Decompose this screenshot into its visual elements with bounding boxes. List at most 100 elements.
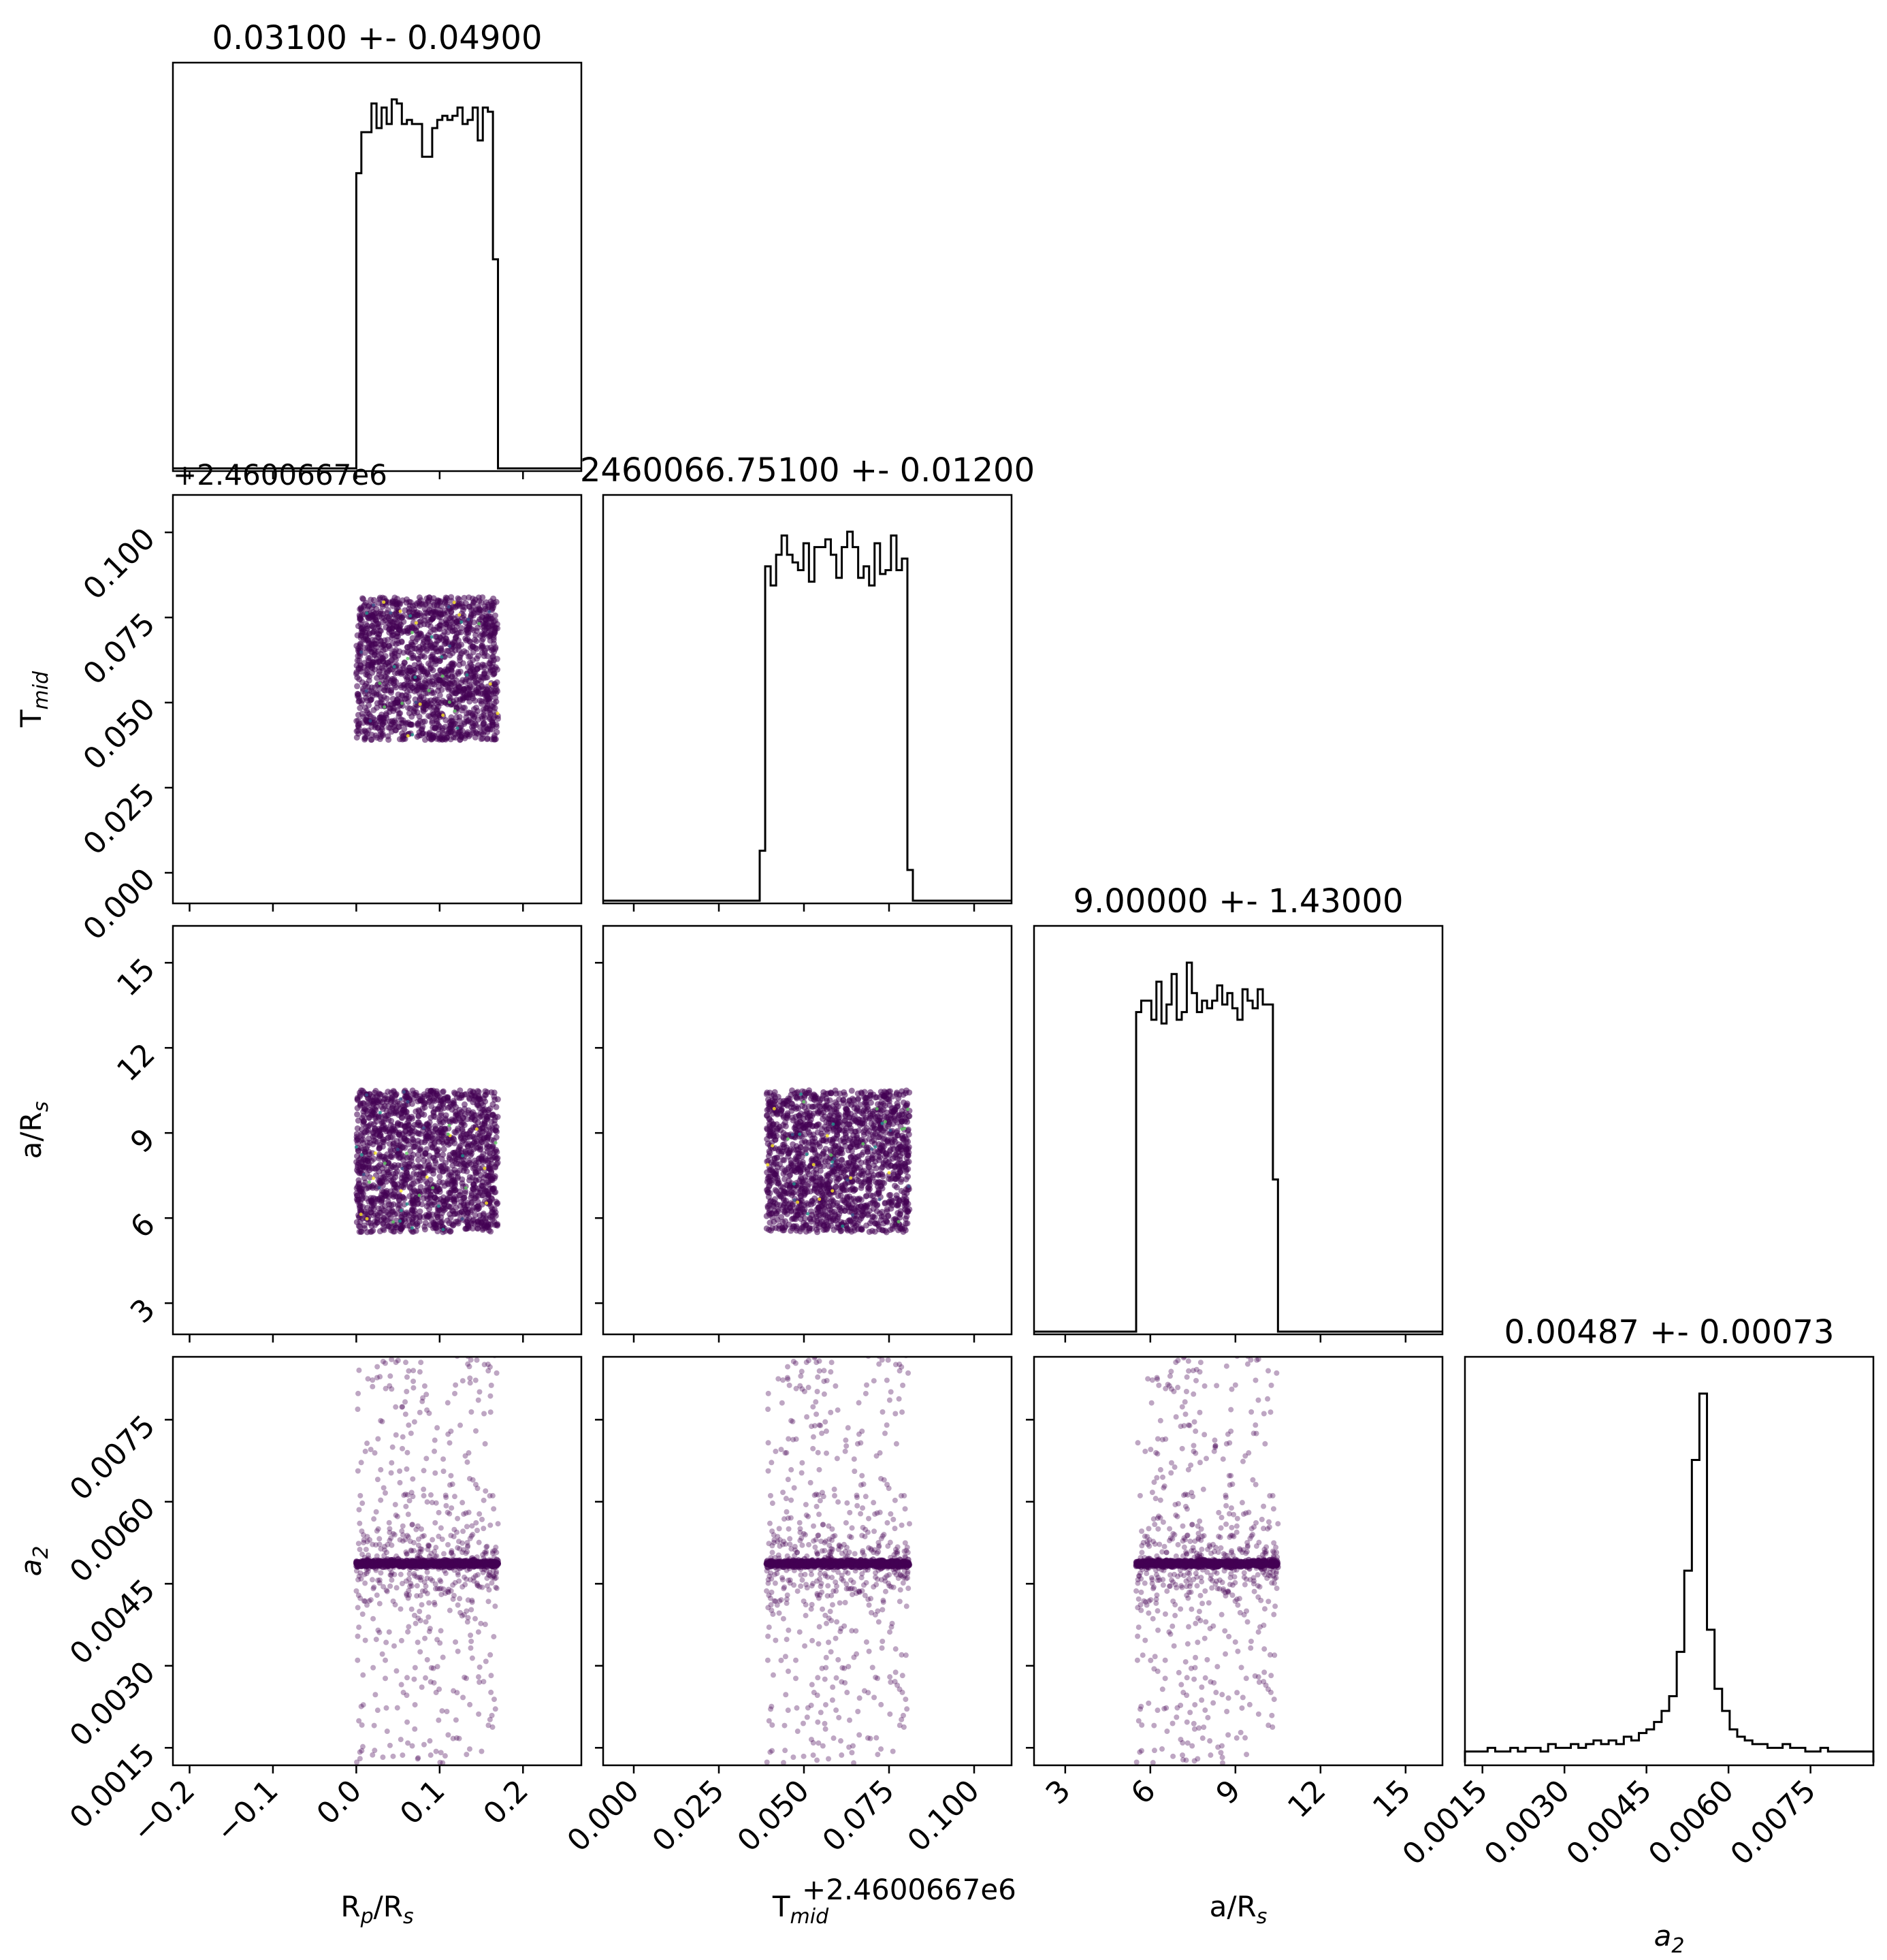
scatter-highlight: [410, 630, 415, 634]
scatter-point: [487, 669, 494, 675]
scatter-point: [409, 1176, 416, 1183]
scatter-point: [375, 1114, 382, 1121]
scatter-point: [438, 622, 445, 629]
scatter-point: [774, 1217, 781, 1223]
scatter-point: [474, 624, 481, 631]
scatter-point: [785, 1151, 792, 1157]
scatter-point: [415, 720, 421, 726]
scatter-point: [479, 1183, 486, 1189]
scatter-point: [415, 1157, 421, 1163]
scatter-point: [770, 1198, 777, 1205]
scatter-point: [372, 732, 379, 739]
scatter-point: [867, 1089, 874, 1095]
scatter-point: [819, 1126, 826, 1133]
scatter-point: [799, 1159, 806, 1166]
scatter-point: [842, 1112, 849, 1119]
scatter-point: [436, 1206, 443, 1213]
scatter-point: [854, 1154, 860, 1161]
scatter-point: [903, 1213, 910, 1220]
scatter-point: [359, 697, 366, 704]
scatter-point: [417, 1208, 423, 1215]
scatter-point: [372, 652, 378, 658]
scatter-point: [357, 662, 364, 669]
scatter-point: [470, 600, 477, 607]
scatter-point: [387, 1110, 394, 1117]
scatter-point: [492, 1127, 499, 1134]
scatter-point: [437, 598, 444, 605]
scatter-point: [904, 1151, 911, 1158]
scatter-point: [357, 615, 364, 622]
scatter-point: [869, 1156, 875, 1163]
scatter-point: [416, 1108, 423, 1114]
scatter-point: [772, 1094, 779, 1101]
scatter-point: [422, 1100, 429, 1107]
scatter-point: [459, 687, 466, 694]
scatter-point: [835, 1120, 841, 1127]
scatter-point: [370, 1155, 377, 1162]
scatter-point: [366, 602, 373, 609]
scatter-highlight: [392, 664, 396, 669]
scatter-point: [804, 1189, 811, 1195]
scatter-highlight: [830, 1189, 835, 1193]
scatter-point: [816, 1212, 823, 1219]
scatter-point: [387, 1146, 394, 1153]
scatter-point: [470, 1181, 477, 1188]
scatter-highlight: [448, 644, 452, 648]
scatter-highlight: [831, 1122, 835, 1126]
scatter-point: [491, 681, 498, 688]
scatter-point: [773, 1188, 780, 1195]
scatter-point: [472, 697, 479, 704]
scatter-point: [431, 602, 438, 609]
scatter-point: [359, 1194, 366, 1201]
scatter-highlight: [431, 1186, 435, 1190]
scatter-point: [863, 1222, 870, 1229]
scatter-point: [425, 713, 432, 720]
scatter-point: [367, 1106, 374, 1113]
scatter-point: [850, 1097, 857, 1104]
scatter-point: [451, 1151, 458, 1157]
scatter-highlight: [391, 1220, 396, 1224]
scatter-point: [358, 1186, 365, 1193]
scatter-point: [354, 1097, 361, 1104]
scatter-points: [353, 1357, 502, 1765]
scatter-point: [410, 1137, 417, 1144]
scatter-point: [445, 1181, 452, 1188]
scatter-point: [790, 1141, 796, 1148]
scatter-point: [400, 1153, 406, 1159]
scatter-highlight: [841, 1224, 845, 1228]
scatter-point: [398, 716, 404, 723]
scatter-highlight: [830, 1163, 834, 1168]
scatter-point: [409, 1193, 416, 1200]
scatter-highlight: [400, 1208, 404, 1212]
scatter-point: [890, 1169, 897, 1176]
scatter-point: [427, 628, 434, 635]
scatter-point: [837, 1192, 844, 1199]
scatter-point: [493, 1104, 500, 1110]
scatter-point: [837, 1145, 843, 1152]
scatter-highlight: [398, 1219, 402, 1223]
scatter-point: [378, 1153, 385, 1160]
scatter-point: [440, 1151, 447, 1158]
scatter-point: [808, 1157, 815, 1163]
scatter-point: [429, 653, 436, 660]
scatter-point: [455, 688, 462, 694]
scatter-point: [422, 1151, 429, 1157]
scatter-point: [431, 1095, 438, 1102]
scatter-point: [411, 1188, 418, 1195]
scatter-point: [378, 643, 385, 650]
scatter-point: [361, 682, 368, 689]
scatter-point: [404, 1113, 411, 1120]
scatter-point: [387, 718, 393, 725]
scatter-point: [786, 1204, 793, 1211]
scatter-point: [479, 637, 485, 644]
scatter-highlight: [806, 1212, 810, 1216]
scatter-point: [764, 1136, 771, 1142]
scatter-point: [469, 1133, 476, 1140]
scatter-point: [844, 1166, 851, 1172]
scatter-point: [861, 1094, 868, 1101]
scatter-highlight: [845, 1178, 850, 1182]
scatter-point: [405, 1117, 412, 1124]
scatter-point: [353, 718, 360, 724]
scatter-point: [900, 1228, 907, 1235]
scatter-point: [481, 669, 488, 676]
